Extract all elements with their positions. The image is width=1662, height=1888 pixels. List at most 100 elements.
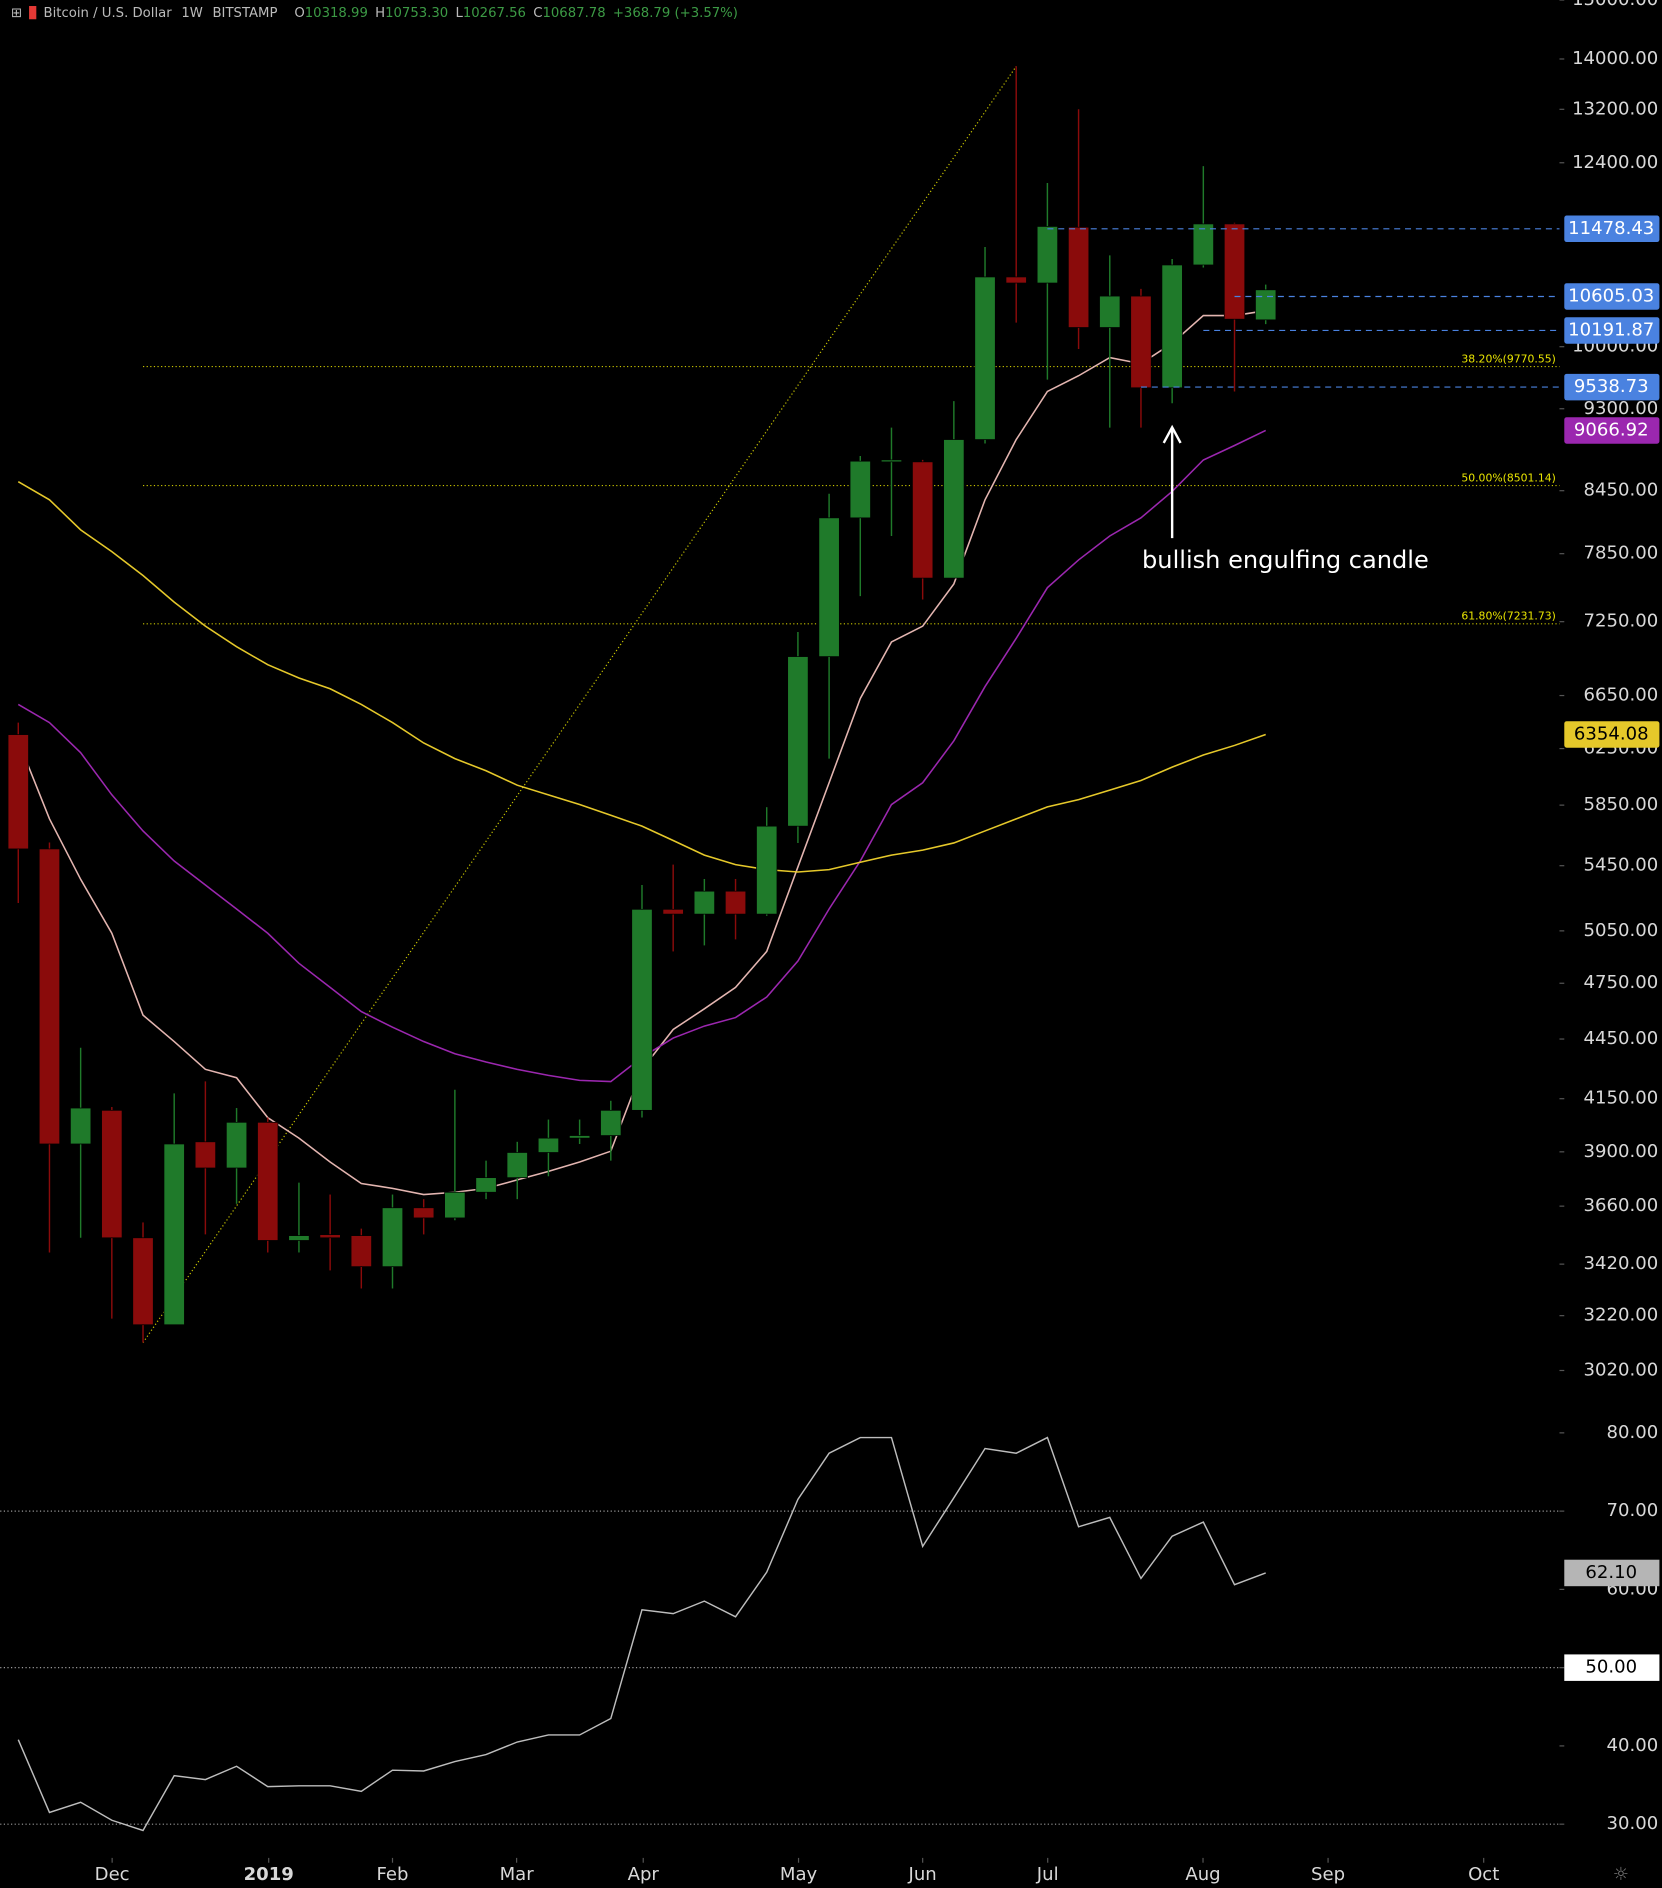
y-tick-label: 4750.00 <box>1584 972 1659 993</box>
candle-body <box>1161 264 1183 389</box>
y-tick-label: 9300.00 <box>1584 398 1659 419</box>
x-tick-label: Oct <box>1468 1864 1499 1885</box>
candle-body <box>257 1121 279 1241</box>
x-tick-label: Aug <box>1185 1864 1220 1885</box>
y-tick-label: 5850.00 <box>1584 794 1659 815</box>
candle-body <box>756 825 778 915</box>
ohlc-value: 10753.30 <box>385 6 448 21</box>
candle-body <box>818 517 840 657</box>
y-tick-label: 15000.00 <box>1572 0 1658 10</box>
ohlc-value: 10267.56 <box>463 6 526 21</box>
candle-body <box>569 1135 591 1139</box>
candle-body <box>1255 289 1277 321</box>
y-tick-label: 14000.00 <box>1572 48 1658 69</box>
ohlc-value: 10318.99 <box>305 6 368 21</box>
candle-body <box>974 276 996 440</box>
candle-body <box>1036 226 1058 284</box>
y-tick-label: 5450.00 <box>1584 855 1659 876</box>
symbol-icon <box>29 6 37 20</box>
x-tick-label: May <box>780 1864 818 1885</box>
rsi-tick-label: 40.00 <box>1607 1735 1659 1756</box>
ohlc-key: C <box>533 6 542 21</box>
candle-body <box>444 1191 466 1219</box>
candle-body <box>38 848 61 1145</box>
fib-trendline <box>142 65 1017 1343</box>
ohlc-key: L <box>455 6 463 21</box>
rsi-tick-label: 80.00 <box>1607 1422 1659 1443</box>
candle-body <box>506 1152 528 1179</box>
change: +368.79 (+3.57%) <box>613 6 738 21</box>
price-tag-label: 9066.92 <box>1574 419 1649 440</box>
settings-icon[interactable]: ☼ <box>1613 1864 1629 1885</box>
candle-body <box>724 890 747 915</box>
price-tag <box>1564 373 1660 401</box>
x-tick-label: Mar <box>500 1864 535 1885</box>
fib-label: 61.80%(7231.73) <box>1461 610 1556 623</box>
candle-body <box>194 1141 216 1169</box>
y-tick-label: 4450.00 <box>1584 1028 1659 1049</box>
interval[interactable]: 1W <box>181 6 203 21</box>
candle-body <box>70 1107 92 1145</box>
rsi-tag <box>1564 1559 1660 1587</box>
candle-body <box>662 908 684 915</box>
candle-body <box>101 1109 123 1239</box>
rsi-tick-label: 30.00 <box>1607 1813 1659 1834</box>
ohlc-key: H <box>375 6 385 21</box>
fib-label: 38.20%(9770.55) <box>1461 352 1556 365</box>
y-tick-label: 12400.00 <box>1572 152 1658 173</box>
y-tick-label: 8450.00 <box>1584 480 1659 501</box>
candle-body <box>693 890 715 915</box>
candle-body <box>1067 226 1090 328</box>
candle-body <box>413 1207 435 1219</box>
exchange: BITSTAMP <box>212 6 277 21</box>
price-tag <box>1564 283 1660 310</box>
expand-icon[interactable]: ⊞ <box>11 6 22 21</box>
x-tick-label: Jul <box>1036 1864 1059 1885</box>
x-tick-label: Feb <box>377 1864 409 1885</box>
candle-body <box>381 1207 404 1268</box>
candle-body <box>880 459 903 463</box>
candle-body <box>600 1109 622 1136</box>
candle-body <box>1130 295 1152 389</box>
rsi-line <box>17 1436 1266 1832</box>
ohlc-key: O <box>294 6 304 21</box>
price-tag-label: 9538.73 <box>1574 376 1649 397</box>
candle-body <box>288 1235 310 1241</box>
x-tick-label: 2019 <box>244 1864 294 1885</box>
y-tick-label: 7850.00 <box>1584 543 1659 564</box>
y-tick-label: 13200.00 <box>1572 98 1658 119</box>
price-tag-label: 10605.03 <box>1568 285 1654 306</box>
y-tick-label: 3020.00 <box>1584 1359 1659 1380</box>
header: Bitcoin / U.S. Dollar 1W BITSTAMP O10318.99… <box>44 6 738 21</box>
x-tick-label: Apr <box>628 1864 660 1885</box>
y-tick-label: 6650.00 <box>1584 685 1659 706</box>
candle-body <box>225 1121 248 1169</box>
y-tick-label: 3900.00 <box>1584 1141 1659 1162</box>
y-tick-label: 5050.00 <box>1584 920 1659 941</box>
candle-body <box>849 460 871 519</box>
moving-average <box>17 480 1266 873</box>
candle-body <box>1005 276 1027 284</box>
ohlc-value: 10687.78 <box>542 6 605 21</box>
price-tag <box>1564 317 1660 344</box>
y-tick-label: 7250.00 <box>1584 611 1659 632</box>
y-tick-label: 3220.00 <box>1584 1305 1659 1326</box>
price-tag <box>1564 417 1660 444</box>
rsi-level-tag-label: 50.00 <box>1585 1657 1637 1678</box>
candle-body <box>787 656 809 827</box>
candle-body <box>350 1235 372 1268</box>
y-tick-label: 3420.00 <box>1584 1253 1659 1274</box>
candle-body <box>319 1234 341 1239</box>
fib-label: 50.00%(8501.14) <box>1461 471 1556 484</box>
candle-body <box>7 734 29 850</box>
y-tick-label: 3660.00 <box>1584 1195 1659 1216</box>
candle-body <box>1223 223 1246 320</box>
rsi-tick-label: 70.00 <box>1607 1500 1659 1521</box>
price-tag-label: 10191.87 <box>1568 319 1654 340</box>
candle-body <box>537 1137 560 1153</box>
price-tag <box>1564 721 1660 748</box>
price-tag-label: 6354.08 <box>1574 723 1649 744</box>
candle-body <box>132 1237 154 1326</box>
symbol: Bitcoin / U.S. Dollar <box>44 6 173 21</box>
